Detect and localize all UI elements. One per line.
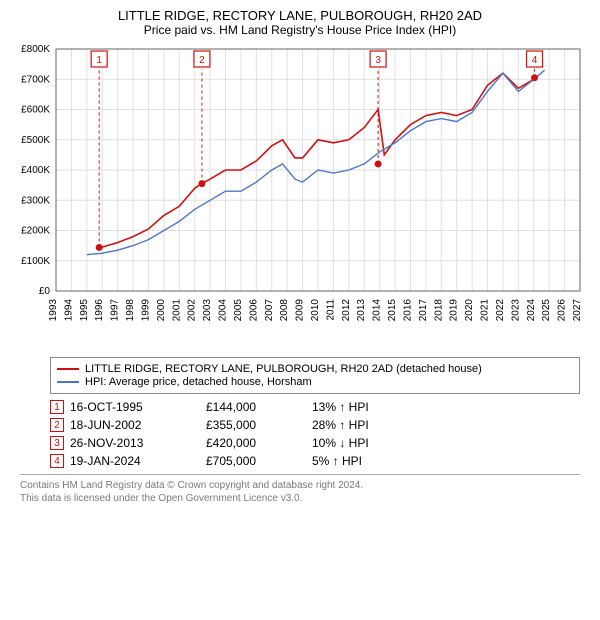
svg-text:£0: £0 [39, 286, 51, 297]
svg-text:2025: 2025 [541, 299, 552, 322]
svg-text:1996: 1996 [94, 299, 105, 322]
data-row-4: 4 19-JAN-2024 £705,000 5% ↑ HPI [50, 454, 580, 468]
legend: LITTLE RIDGE, RECTORY LANE, PULBOROUGH, … [50, 357, 580, 394]
svg-text:2001: 2001 [171, 299, 182, 322]
svg-text:2010: 2010 [310, 299, 321, 322]
data-pct: 10% ↓ HPI [312, 436, 422, 450]
svg-text:1998: 1998 [125, 299, 136, 322]
svg-text:2008: 2008 [279, 299, 290, 322]
svg-text:2016: 2016 [402, 299, 413, 322]
marker-num-1: 1 [96, 55, 102, 66]
svg-text:2027: 2027 [572, 299, 583, 322]
data-date: 26-NOV-2013 [70, 436, 200, 450]
data-table: 1 16-OCT-1995 £144,000 13% ↑ HPI 2 18-JUN-200… [50, 400, 580, 468]
legend-swatch [57, 368, 79, 370]
svg-text:2002: 2002 [187, 299, 198, 322]
svg-text:1994: 1994 [63, 299, 74, 322]
data-pct: 28% ↑ HPI [312, 418, 422, 432]
data-price: £705,000 [206, 454, 306, 468]
svg-text:2014: 2014 [372, 299, 383, 322]
legend-row-0: LITTLE RIDGE, RECTORY LANE, PULBOROUGH, … [57, 363, 573, 375]
title-line1: LITTLE RIDGE, RECTORY LANE, PULBOROUGH, … [10, 8, 590, 23]
legend-row-1: HPI: Average price, detached house, Hors… [57, 376, 573, 388]
data-date: 18-JUN-2002 [70, 418, 200, 432]
svg-text:2021: 2021 [480, 299, 491, 322]
svg-text:2022: 2022 [495, 299, 506, 322]
svg-text:2003: 2003 [202, 299, 213, 322]
marker-num-2: 2 [199, 55, 205, 66]
marker-num-4: 4 [532, 55, 538, 66]
svg-text:2026: 2026 [557, 299, 568, 322]
svg-text:£300K: £300K [21, 195, 50, 206]
footer: Contains HM Land Registry data © Crown c… [20, 474, 580, 505]
svg-text:2024: 2024 [526, 299, 537, 322]
chart: £0 £100K £200K £300K £400K £500K £600K £700K £80… [10, 41, 590, 351]
data-price: £144,000 [206, 400, 306, 414]
data-date: 19-JAN-2024 [70, 454, 200, 468]
svg-text:£500K: £500K [21, 135, 50, 146]
data-row-2: 2 18-JUN-2002 £355,000 28% ↑ HPI [50, 418, 580, 432]
svg-text:1995: 1995 [79, 299, 90, 322]
svg-text:2006: 2006 [248, 299, 259, 322]
data-pct: 5% ↑ HPI [312, 454, 422, 468]
data-pct: 13% ↑ HPI [312, 400, 422, 414]
data-price: £355,000 [206, 418, 306, 432]
legend-label: HPI: Average price, detached house, Hors… [85, 376, 312, 388]
legend-swatch [57, 381, 79, 383]
svg-text:2018: 2018 [433, 299, 444, 322]
svg-text:2020: 2020 [464, 299, 475, 322]
svg-text:2000: 2000 [156, 299, 167, 322]
svg-text:2012: 2012 [341, 299, 352, 322]
chart-container: LITTLE RIDGE, RECTORY LANE, PULBOROUGH, … [0, 0, 600, 509]
svg-text:2009: 2009 [295, 299, 306, 322]
svg-text:2023: 2023 [510, 299, 521, 322]
data-marker: 4 [50, 454, 64, 468]
svg-text:2013: 2013 [356, 299, 367, 322]
svg-text:1993: 1993 [48, 299, 59, 322]
svg-text:2007: 2007 [264, 299, 275, 322]
data-date: 16-OCT-1995 [70, 400, 200, 414]
svg-text:2005: 2005 [233, 299, 244, 322]
data-marker: 3 [50, 436, 64, 450]
svg-text:£800K: £800K [21, 44, 50, 55]
footer-line2: This data is licensed under the Open Gov… [20, 492, 580, 505]
footer-line1: Contains HM Land Registry data © Crown c… [20, 479, 580, 492]
svg-text:2017: 2017 [418, 299, 429, 322]
svg-text:2015: 2015 [387, 299, 398, 322]
marker-num-3: 3 [375, 55, 381, 66]
legend-label: LITTLE RIDGE, RECTORY LANE, PULBOROUGH, … [85, 363, 482, 375]
data-marker: 1 [50, 400, 64, 414]
svg-text:2019: 2019 [449, 299, 460, 322]
title-line2: Price paid vs. HM Land Registry's House … [10, 23, 590, 37]
svg-text:£600K: £600K [21, 105, 50, 116]
svg-text:£400K: £400K [21, 165, 50, 176]
data-row-1: 1 16-OCT-1995 £144,000 13% ↑ HPI [50, 400, 580, 414]
data-price: £420,000 [206, 436, 306, 450]
svg-text:1997: 1997 [110, 299, 121, 322]
svg-text:2004: 2004 [218, 299, 229, 322]
data-row-3: 3 26-NOV-2013 £420,000 10% ↓ HPI [50, 436, 580, 450]
svg-text:£700K: £700K [21, 74, 50, 85]
svg-text:1999: 1999 [140, 299, 151, 322]
svg-text:£100K: £100K [21, 256, 50, 267]
svg-text:2011: 2011 [325, 299, 336, 321]
svg-text:£200K: £200K [21, 226, 50, 237]
data-marker: 2 [50, 418, 64, 432]
